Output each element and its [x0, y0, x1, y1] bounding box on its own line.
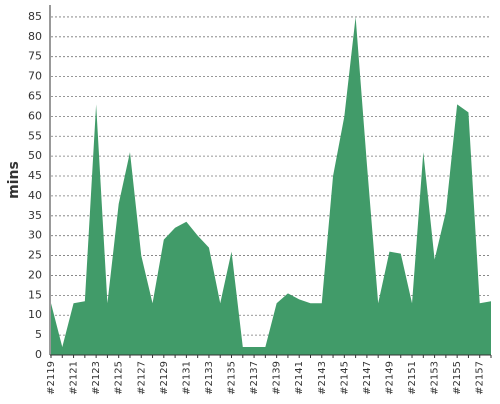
x-tick-label: #2129 [159, 361, 170, 395]
area [51, 16, 491, 355]
x-tick-label: #2155 [452, 361, 463, 395]
y-tick-label: 75 [28, 50, 42, 63]
x-tick-label: #2147 [362, 361, 373, 395]
x-tick-label: #2141 [294, 361, 305, 395]
y-tick-label: 70 [28, 70, 42, 83]
y-tick-label: 5 [35, 328, 42, 341]
y-tick-label: 40 [28, 189, 42, 202]
x-tick-label: #2145 [339, 361, 350, 395]
x-tick-label: #2151 [407, 361, 418, 395]
x-tick-label: #2123 [91, 361, 102, 395]
y-tick-label: 60 [28, 109, 42, 122]
x-tick-label: #2135 [227, 361, 238, 395]
y-tick-label: 55 [28, 129, 42, 142]
x-tick-label: #2119 [46, 361, 57, 395]
x-tick-label: #2139 [272, 361, 283, 395]
x-tick-label: #2121 [69, 361, 80, 395]
y-tick-label: 10 [28, 308, 42, 321]
x-tick-label: #2131 [181, 361, 192, 395]
y-tick-label: 35 [28, 209, 42, 222]
y-tick-label: 45 [28, 169, 42, 182]
y-tick-label: 30 [28, 229, 42, 242]
y-axis-label: mins [6, 161, 22, 199]
y-tick-label: 85 [28, 10, 42, 23]
x-tick-label: #2149 [384, 361, 395, 395]
y-tick-label: 15 [28, 288, 42, 301]
y-tick-label: 80 [28, 30, 42, 43]
x-tick-label: #2143 [317, 361, 328, 395]
y-tick-label: 0 [35, 348, 42, 361]
y-tick-label: 65 [28, 89, 42, 102]
y-tick-label: 50 [28, 149, 42, 162]
x-tick-label: #2157 [475, 361, 486, 395]
x-tick-label: #2137 [249, 361, 260, 395]
x-tick-label: #2125 [114, 361, 125, 395]
y-tick-label: 25 [28, 249, 42, 262]
x-tick-label: #2127 [136, 361, 147, 395]
x-tick-label: #2133 [204, 361, 215, 395]
x-tick-label: #2153 [430, 361, 441, 395]
y-tick-label: 20 [28, 268, 42, 281]
